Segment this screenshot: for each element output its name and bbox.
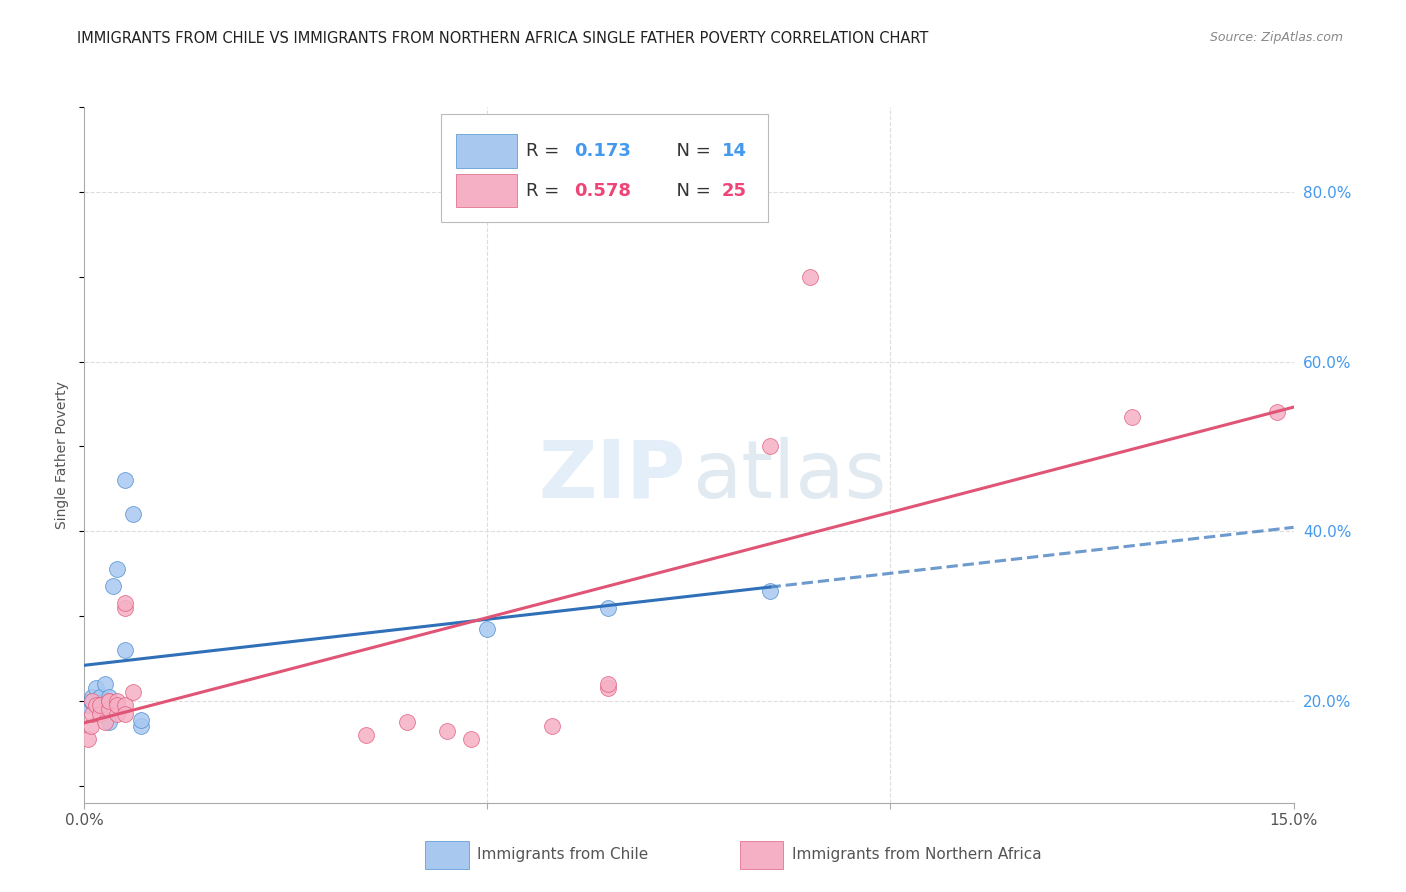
Point bbox=[105, 694, 128, 708]
FancyBboxPatch shape bbox=[740, 841, 783, 869]
Text: N =: N = bbox=[665, 182, 716, 200]
Point bbox=[97, 694, 120, 708]
Point bbox=[129, 719, 152, 733]
Point bbox=[77, 698, 100, 713]
Text: 14: 14 bbox=[721, 142, 747, 160]
Text: IMMIGRANTS FROM CHILE VS IMMIGRANTS FROM NORTHERN AFRICA SINGLE FATHER POVERTY C: IMMIGRANTS FROM CHILE VS IMMIGRANTS FROM… bbox=[77, 31, 929, 46]
Point bbox=[82, 706, 104, 721]
Point bbox=[598, 681, 620, 696]
Point bbox=[799, 269, 821, 284]
Point bbox=[82, 694, 104, 708]
Point bbox=[460, 732, 482, 747]
Text: R =: R = bbox=[526, 182, 565, 200]
Y-axis label: Single Father Poverty: Single Father Poverty bbox=[55, 381, 69, 529]
Point bbox=[598, 677, 620, 691]
Text: R =: R = bbox=[526, 142, 565, 160]
Text: ZIP: ZIP bbox=[538, 437, 685, 515]
Point bbox=[82, 690, 104, 704]
Point bbox=[101, 579, 124, 593]
Point bbox=[121, 508, 143, 522]
Point bbox=[356, 728, 378, 742]
Point bbox=[77, 732, 100, 747]
Point bbox=[1267, 405, 1289, 419]
Point bbox=[129, 713, 152, 727]
Point bbox=[89, 706, 111, 721]
Point bbox=[97, 690, 120, 704]
Point bbox=[89, 690, 111, 704]
Text: 25: 25 bbox=[721, 182, 747, 200]
Point bbox=[758, 439, 780, 453]
Point bbox=[82, 694, 104, 708]
Text: atlas: atlas bbox=[693, 437, 887, 515]
Point bbox=[114, 698, 136, 713]
Point bbox=[477, 622, 499, 636]
Text: Immigrants from Chile: Immigrants from Chile bbox=[478, 847, 648, 862]
Point bbox=[114, 596, 136, 610]
Text: N =: N = bbox=[665, 142, 716, 160]
FancyBboxPatch shape bbox=[456, 134, 517, 168]
Point bbox=[1121, 409, 1143, 424]
Point bbox=[541, 719, 564, 733]
Point bbox=[114, 643, 136, 657]
Point bbox=[89, 698, 111, 713]
Point bbox=[105, 698, 128, 713]
Point bbox=[89, 698, 111, 713]
Point bbox=[395, 715, 418, 730]
Point bbox=[105, 706, 128, 721]
Point bbox=[97, 702, 120, 716]
FancyBboxPatch shape bbox=[456, 174, 517, 207]
Point bbox=[86, 698, 108, 713]
Point bbox=[114, 474, 136, 488]
Point bbox=[114, 706, 136, 721]
Point bbox=[97, 715, 120, 730]
Point bbox=[80, 719, 103, 733]
Point bbox=[758, 583, 780, 598]
Point bbox=[436, 723, 458, 738]
Point bbox=[598, 600, 620, 615]
Point bbox=[121, 685, 143, 699]
Point bbox=[86, 681, 108, 696]
Text: 0.578: 0.578 bbox=[574, 182, 631, 200]
Point bbox=[97, 694, 120, 708]
FancyBboxPatch shape bbox=[441, 114, 768, 222]
FancyBboxPatch shape bbox=[426, 841, 468, 869]
Point bbox=[105, 562, 128, 576]
Text: Source: ZipAtlas.com: Source: ZipAtlas.com bbox=[1209, 31, 1343, 45]
Point bbox=[80, 694, 103, 708]
Text: Immigrants from Northern Africa: Immigrants from Northern Africa bbox=[792, 847, 1042, 862]
Text: 0.173: 0.173 bbox=[574, 142, 631, 160]
Point bbox=[114, 600, 136, 615]
Point bbox=[93, 715, 115, 730]
Point bbox=[93, 677, 115, 691]
